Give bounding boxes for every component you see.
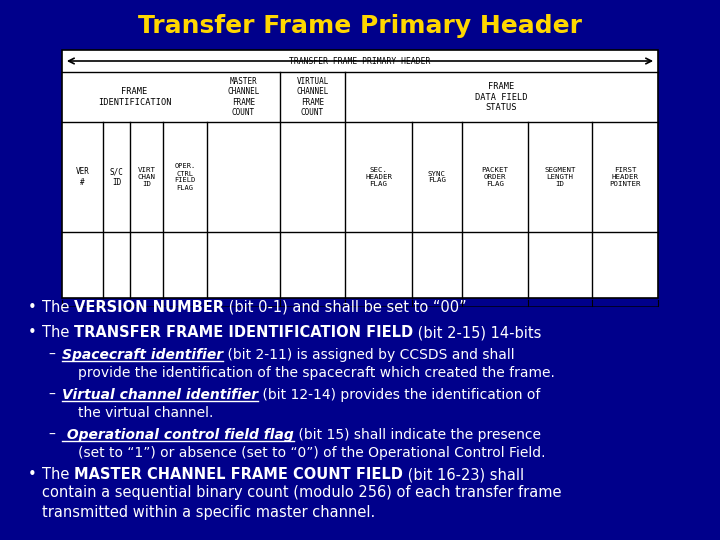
Text: (bit 12-14) provides the identification of: (bit 12-14) provides the identification … xyxy=(258,388,541,402)
Text: –: – xyxy=(48,428,55,442)
Text: VIRT
CHAN
ID: VIRT CHAN ID xyxy=(138,167,156,187)
Text: MASTER
CHANNEL
FRAME
COUNT: MASTER CHANNEL FRAME COUNT xyxy=(228,77,260,117)
Text: VIRTUAL
CHANNEL
FRAME
COUNT: VIRTUAL CHANNEL FRAME COUNT xyxy=(297,77,329,117)
Text: FRAME
DATA FIELD
STATUS: FRAME DATA FIELD STATUS xyxy=(475,82,528,112)
Text: (bit 2-11) is assigned by CCSDS and shall: (bit 2-11) is assigned by CCSDS and shal… xyxy=(223,348,515,362)
Text: PACKET
ORDER
FLAG: PACKET ORDER FLAG xyxy=(482,167,508,187)
Text: •: • xyxy=(28,467,37,482)
Text: SYNC
FLAG: SYNC FLAG xyxy=(428,171,446,184)
Text: (bit 0-1) and shall be set to “00”: (bit 0-1) and shall be set to “00” xyxy=(224,300,467,315)
Text: TRANSFER FRAME IDENTIFICATION FIELD: TRANSFER FRAME IDENTIFICATION FIELD xyxy=(74,325,413,340)
Text: (bit 16-23) shall: (bit 16-23) shall xyxy=(403,467,524,482)
Text: SEC.
HEADER
FLAG: SEC. HEADER FLAG xyxy=(365,167,392,187)
Text: S/C
ID: S/C ID xyxy=(109,167,123,187)
Text: Transfer Frame Primary Header: Transfer Frame Primary Header xyxy=(138,14,582,38)
Text: MASTER CHANNEL FRAME COUNT FIELD: MASTER CHANNEL FRAME COUNT FIELD xyxy=(74,467,403,482)
Text: FRAME
IDENTIFICATION: FRAME IDENTIFICATION xyxy=(98,87,171,107)
Text: Spacecraft identifier: Spacecraft identifier xyxy=(62,348,223,362)
Text: The: The xyxy=(42,300,74,315)
Text: –: – xyxy=(48,388,55,402)
Text: The: The xyxy=(42,467,74,482)
Bar xyxy=(62,50,658,298)
Text: (bit 15) shall indicate the presence: (bit 15) shall indicate the presence xyxy=(294,428,541,442)
Text: (bit 2-15) 14-bits: (bit 2-15) 14-bits xyxy=(413,325,541,340)
Text: VERSION NUMBER: VERSION NUMBER xyxy=(74,300,224,315)
Text: –: – xyxy=(48,348,55,362)
Text: •: • xyxy=(28,325,37,340)
Text: Virtual channel identifier: Virtual channel identifier xyxy=(62,388,258,402)
Text: provide the identification of the spacecraft which created the frame.: provide the identification of the spacec… xyxy=(78,366,555,380)
Text: FIRST
HEADER
POINTER: FIRST HEADER POINTER xyxy=(609,167,641,187)
Text: TRANSFER FRAME PRIMARY HEADER: TRANSFER FRAME PRIMARY HEADER xyxy=(289,57,431,65)
Text: the virtual channel.: the virtual channel. xyxy=(78,406,213,420)
Text: contain a sequential binary count (modulo 256) of each transfer frame: contain a sequential binary count (modul… xyxy=(42,485,562,500)
Text: Operational control field flag: Operational control field flag xyxy=(62,428,294,442)
Text: The: The xyxy=(42,325,74,340)
Text: (set to “1”) or absence (set to “0”) of the Operational Control Field.: (set to “1”) or absence (set to “0”) of … xyxy=(78,446,546,460)
Text: SEGMENT
LENGTH
ID: SEGMENT LENGTH ID xyxy=(544,167,576,187)
Text: transmitted within a specific master channel.: transmitted within a specific master cha… xyxy=(42,505,375,520)
Text: •: • xyxy=(28,300,37,315)
Text: VER
#: VER # xyxy=(76,167,89,187)
Text: OPER.
CTRL
FIELD
FLAG: OPER. CTRL FIELD FLAG xyxy=(174,164,196,191)
